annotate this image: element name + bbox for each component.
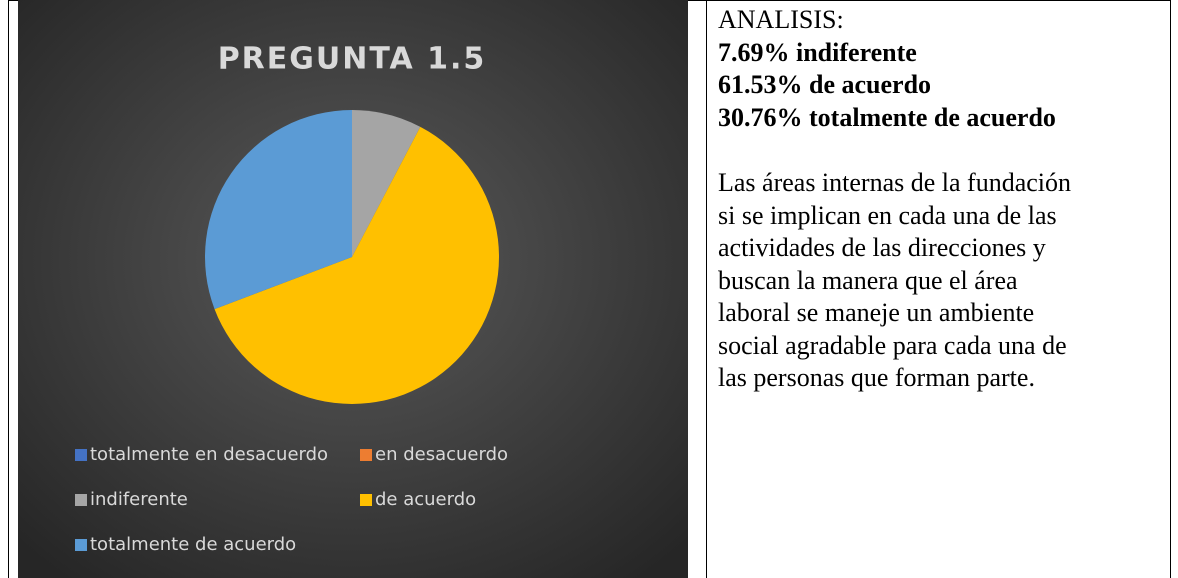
text-line: si se implican en cada una de las: [718, 200, 1057, 230]
chart-title: PREGUNTA 1.5: [218, 42, 487, 77]
analysis-heading: ANALISIS:: [718, 5, 844, 34]
pie-slice: [205, 110, 352, 310]
text-line: las personas que forman parte.: [718, 363, 1035, 392]
text-line: 30.76% totalmente de acuerdo: [718, 102, 1056, 132]
legend-swatch: [75, 494, 87, 506]
paragraph: Las áreas internas de la fundación si se …: [718, 167, 1168, 395]
chart: PREGUNTA 1.5 totalmente en desacuerdo en …: [18, 0, 688, 578]
legend-swatch: [75, 449, 87, 461]
spacer: [718, 134, 1168, 167]
text-line: 61.53% de acuerdo: [718, 70, 932, 99]
legend-label: indiferente: [90, 489, 188, 510]
pie-slice: [214, 126, 500, 405]
legend-label: totalmente en desacuerdo: [90, 444, 328, 465]
text-line: actividades de las direcciones y: [718, 233, 1046, 262]
text-line: social agradable para cada una de: [718, 330, 1067, 360]
legend-label: en desacuerdo: [375, 444, 508, 465]
border: [8, 0, 9, 578]
legend-swatch: [360, 449, 372, 461]
legend-label: de acuerdo: [375, 489, 476, 510]
text-line: buscan la manera que el área: [718, 265, 1018, 295]
pie-slice: [352, 110, 421, 257]
legend-swatch: [360, 494, 372, 506]
results: 7.69% indiferente 61.53% de acuerdo 30.76%…: [718, 37, 1168, 135]
border: [706, 0, 707, 578]
analysis: ANALISIS: 7.69% indiferente 61.53% de acu…: [718, 4, 1168, 395]
text-line: Las áreas internas de la fundación: [718, 168, 1072, 197]
text-line: laboral se maneje un ambiente: [718, 298, 1035, 327]
border: [1170, 0, 1171, 578]
text-line: 7.69% indiferente: [718, 37, 917, 67]
legend-swatch: [75, 539, 87, 551]
legend-label: totalmente de acuerdo: [90, 534, 296, 555]
